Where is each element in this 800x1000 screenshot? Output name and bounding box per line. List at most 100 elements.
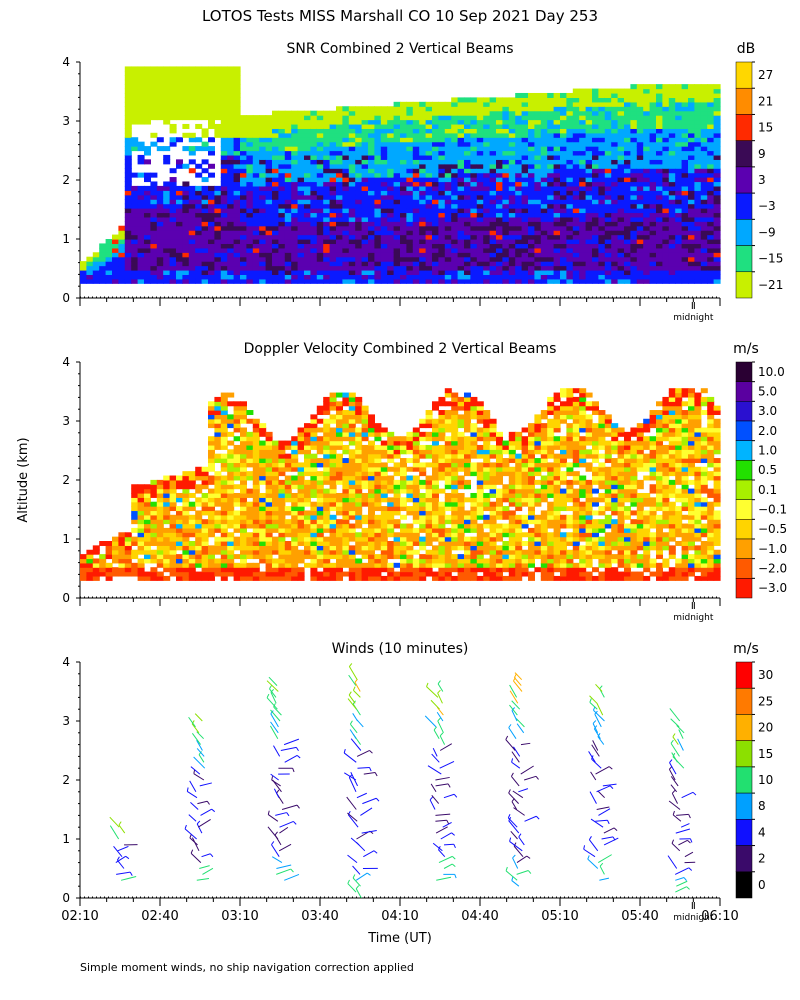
snr-cell (406, 234, 414, 240)
snr-cell (464, 181, 471, 187)
snr-cell (528, 194, 535, 200)
snr-cell (220, 66, 228, 72)
snr-cell (515, 261, 523, 267)
snr-cell (579, 203, 587, 209)
snr-cell (617, 88, 625, 94)
snr-cell (272, 269, 279, 275)
snr-cell (329, 177, 337, 183)
snr-cell (220, 274, 228, 280)
snr-cell (131, 203, 139, 209)
snr-cell (489, 159, 497, 165)
snr-cell (521, 123, 529, 129)
snr-cell (470, 216, 478, 222)
snr-cell (208, 190, 215, 196)
snr-cell (278, 265, 286, 271)
snr-cell (515, 203, 523, 209)
snr-cell (278, 168, 286, 174)
snr-cell (476, 194, 484, 200)
snr-cell (195, 194, 203, 200)
snr-cell (182, 92, 190, 98)
snr-cell (86, 274, 94, 280)
snr-cell (124, 123, 132, 129)
snr-cell (604, 110, 612, 116)
snr-cell (393, 141, 401, 147)
snr-cell (662, 119, 670, 125)
velocity-cell (195, 475, 203, 481)
snr-cell (348, 269, 356, 275)
snr-cell (675, 265, 683, 271)
snr-cell (297, 137, 305, 143)
snr-cell (598, 203, 606, 209)
snr-cell (656, 194, 663, 200)
snr-cell (675, 88, 683, 94)
snr-cell (553, 243, 561, 249)
snr-cell (316, 234, 324, 240)
snr-cell (265, 123, 273, 129)
snr-cell (201, 75, 209, 81)
snr-cell (400, 247, 407, 253)
snr-cell (214, 79, 222, 85)
snr-cell (662, 199, 670, 205)
snr-cell (425, 172, 433, 178)
velocity-cell (310, 523, 318, 529)
snr-cell (137, 154, 145, 160)
velocity-cell (137, 527, 145, 533)
snr-cell (624, 137, 631, 143)
snr-cell (438, 132, 446, 138)
velocity-cell (278, 471, 286, 477)
snr-cell (457, 221, 465, 227)
velocity-cell (240, 414, 247, 420)
snr-cell (572, 269, 580, 275)
colorbar-label: −9 (758, 225, 776, 239)
snr-cell (393, 269, 401, 275)
snr-cell (688, 101, 695, 107)
snr-cell (611, 137, 619, 143)
snr-cell (233, 269, 241, 275)
snr-cell (284, 150, 292, 156)
snr-cell (636, 123, 644, 129)
snr-cell (572, 181, 580, 187)
snr-cell (508, 274, 516, 280)
snr-cell (131, 79, 139, 85)
snr-cell (553, 247, 561, 253)
snr-cell (297, 146, 305, 152)
snr-cell (284, 194, 292, 200)
snr-cell (304, 128, 311, 134)
snr-cell (592, 132, 599, 138)
snr-cell (176, 256, 183, 262)
snr-cell (483, 137, 491, 143)
snr-cell (137, 199, 145, 205)
snr-cell (662, 243, 670, 249)
snr-cell (310, 212, 318, 218)
snr-cell (316, 150, 324, 156)
snr-cell (380, 278, 388, 284)
snr-cell (252, 154, 260, 160)
snr-cell (444, 154, 452, 160)
snr-cell (131, 141, 139, 147)
snr-cell (406, 199, 414, 205)
snr-cell (470, 230, 478, 236)
snr-cell (412, 101, 420, 107)
snr-cell (246, 274, 254, 280)
snr-cell (457, 132, 465, 138)
velocity-cell (220, 462, 228, 468)
snr-cell (451, 137, 459, 143)
snr-cell (496, 274, 503, 280)
velocity-cell (265, 536, 273, 542)
snr-cell (515, 256, 523, 262)
snr-cell (419, 247, 427, 253)
snr-cell (425, 101, 433, 107)
snr-cell (598, 159, 606, 165)
snr-cell (278, 141, 286, 147)
snr-cell (700, 137, 708, 143)
snr-cell (547, 132, 555, 138)
velocity-cell (265, 484, 273, 490)
snr-cell (681, 163, 689, 169)
snr-cell (144, 185, 151, 191)
snr-cell (604, 177, 612, 183)
snr-cell (208, 137, 215, 143)
velocity-cell (304, 466, 311, 472)
snr-cell (412, 106, 420, 112)
snr-cell (489, 185, 497, 191)
snr-cell (540, 181, 548, 187)
